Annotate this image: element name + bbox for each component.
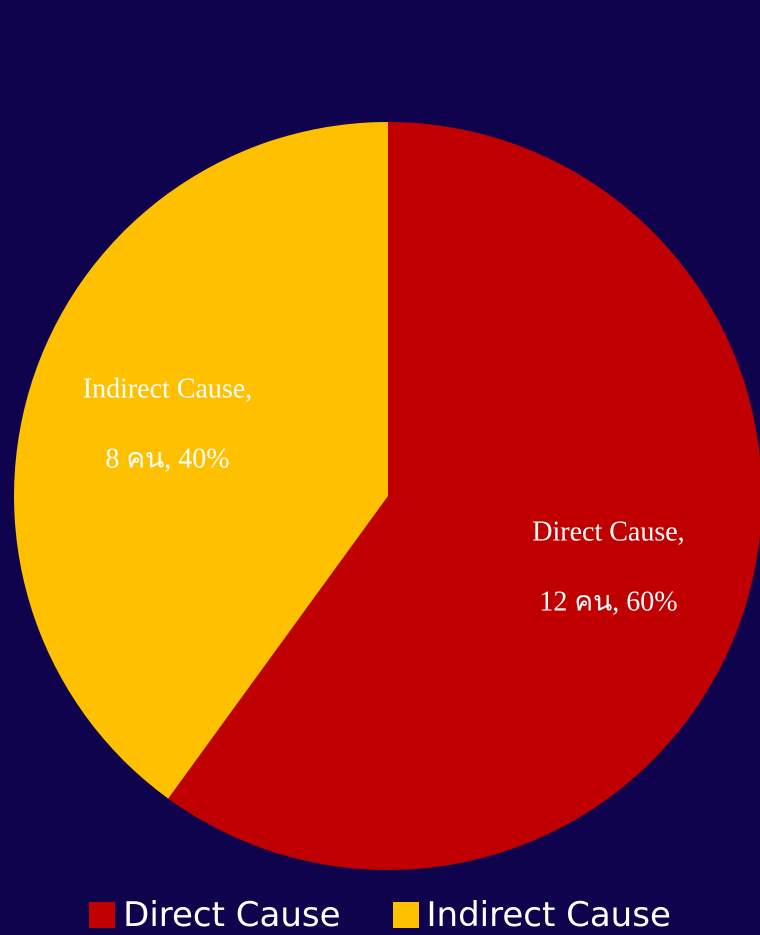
legend-item-indirect-cause: Indirect Cause	[392, 895, 671, 935]
legend-swatch-direct-cause	[89, 902, 116, 928]
legend-label-indirect-cause: Indirect Cause	[426, 895, 671, 935]
chart-legend: Direct Cause Indirect Cause	[0, 895, 760, 935]
legend-label-direct-cause: Direct Cause	[123, 895, 341, 935]
data-label-indirect-cause-line1: Indirect Cause,	[83, 373, 253, 404]
legend-swatch-indirect-cause	[392, 902, 419, 928]
pie-slice-direct-cause	[168, 122, 760, 870]
pie-data-labels: Direct Cause, 12 คน, 60% Indirect Cause, 8 …	[83, 373, 685, 617]
data-label-direct-cause-line2: 12 คน, 60%	[539, 587, 677, 618]
pie-slice-indirect-cause	[14, 122, 388, 799]
pie-slices	[14, 122, 760, 870]
legend-item-direct-cause: Direct Cause	[89, 895, 341, 935]
data-label-direct-cause-line1: Direct Cause,	[532, 517, 684, 548]
data-label-indirect-cause-line2: 8 คน, 40%	[105, 443, 229, 474]
